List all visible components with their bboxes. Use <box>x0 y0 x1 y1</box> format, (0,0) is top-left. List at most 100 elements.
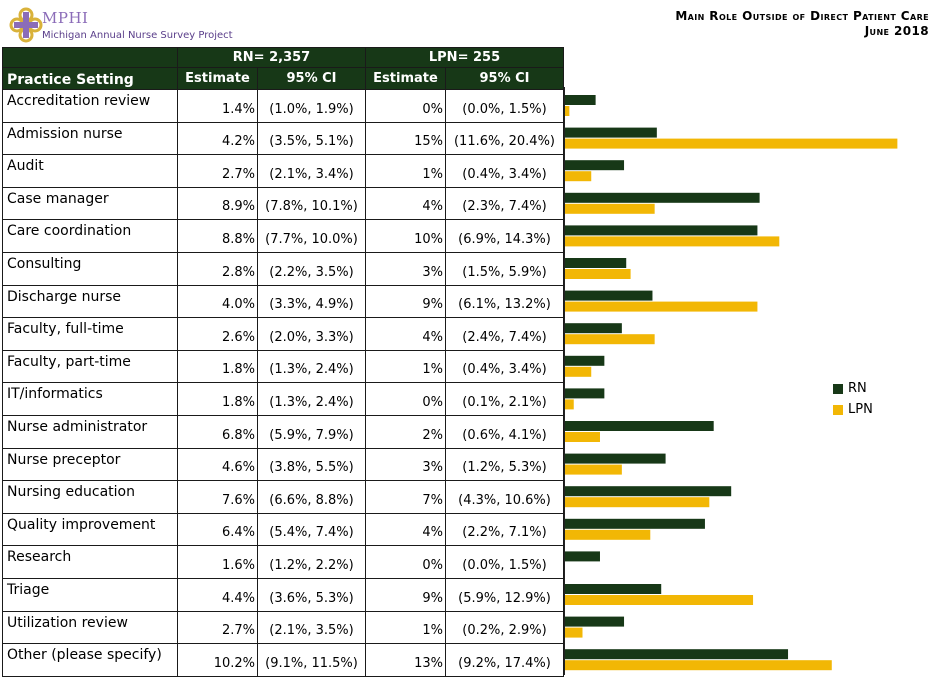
practice-setting-cell: IT/informatics <box>2 382 178 416</box>
bar-rn-6 <box>565 290 653 301</box>
lpn-ci-cell: (0.1%, 2.1%) <box>445 382 564 416</box>
rn-estimate-cell: 8.8% <box>177 219 258 253</box>
bar-rn-12 <box>565 486 732 497</box>
bar-rn-4 <box>565 225 758 236</box>
rn-estimate-cell: 1.4% <box>177 89 258 123</box>
lpn-estimate-cell: 1% <box>365 154 446 188</box>
legend-label-rn: RN <box>848 381 867 396</box>
lpn-ci-cell: (0.6%, 4.1%) <box>445 414 564 449</box>
bar-chart <box>564 87 898 675</box>
rn-estimate-cell: 4.6% <box>177 447 258 482</box>
practice-setting-cell: Triage <box>2 577 178 612</box>
table-row: Care coordination 8.8% (7.7%, 10.0%) 10% (6.… <box>2 219 564 253</box>
table-row: Case manager 8.9% (7.8%, 10.1%) 4% (2.3%, 7.… <box>2 186 564 221</box>
rn-estimate-header: Estimate <box>177 67 258 90</box>
table-row: Triage 4.4% (3.6%, 5.3%) 9% (5.9%, 12.9%) <box>2 577 564 612</box>
bar-rn-7 <box>565 323 622 334</box>
lpn-ci-cell: (6.9%, 14.3%) <box>445 219 564 253</box>
corner-header <box>2 47 178 68</box>
table-row: Research 1.6% (1.2%, 2.2%) 0% (0.0%, 1.5%) <box>2 545 564 579</box>
lpn-ci-cell: (0.0%, 1.5%) <box>445 545 564 579</box>
bar-lpn-17 <box>565 660 832 671</box>
practice-setting-cell: Audit <box>2 154 178 188</box>
table-row: Consulting 2.8% (2.2%, 3.5%) 3% (1.5%, 5.9%) <box>2 251 564 286</box>
bar-lpn-6 <box>565 301 758 312</box>
bar-rn-3 <box>565 192 760 203</box>
practice-setting-header: Practice Setting <box>2 67 178 90</box>
lpn-estimate-cell: 15% <box>365 121 446 156</box>
rn-estimate-cell: 10.2% <box>177 643 258 677</box>
rn-estimate-cell: 4.0% <box>177 284 258 319</box>
lpn-estimate-cell: 0% <box>365 89 446 123</box>
rn-estimate-cell: 7.6% <box>177 480 258 514</box>
lpn-ci-cell: (0.4%, 3.4%) <box>445 349 564 384</box>
report-date: June 2018 <box>864 24 929 38</box>
practice-setting-cell: Case manager <box>2 186 178 221</box>
practice-setting-cell: Nurse administrator <box>2 414 178 449</box>
legend-label-lpn: LPN <box>848 402 873 417</box>
rn-estimate-cell: 2.7% <box>177 610 258 645</box>
bar-lpn-16 <box>565 627 583 638</box>
bar-lpn-12 <box>565 497 710 508</box>
rn-ci-cell: (3.8%, 5.5%) <box>257 447 366 482</box>
bar-rn-15 <box>565 584 662 594</box>
lpn-ci-cell: (0.2%, 2.9%) <box>445 610 564 645</box>
bar-lpn-2 <box>565 171 592 182</box>
bar-rn-2 <box>565 160 625 171</box>
mphi-logo <box>8 6 228 46</box>
report-title: Main Role Outside of Direct Patient Care <box>675 9 929 23</box>
table-row: Nurse administrator 6.8% (5.9%, 7.9%) 2% (0.… <box>2 414 564 449</box>
practice-setting-cell: Nurse preceptor <box>2 447 178 482</box>
bar-lpn-0 <box>565 106 570 116</box>
table-row: Faculty, part-time 1.8% (1.3%, 2.4%) 1% (0.4… <box>2 349 564 384</box>
rn-estimate-cell: 2.6% <box>177 317 258 351</box>
table-row: Utilization review 2.7% (2.1%, 3.5%) 1% (0.2… <box>2 610 564 645</box>
bar-rn-8 <box>565 355 605 366</box>
bar-rn-13 <box>565 518 705 529</box>
rn-ci-cell: (2.2%, 3.5%) <box>257 251 366 286</box>
lpn-ci-cell: (11.6%, 20.4%) <box>445 121 564 156</box>
table-row: Quality improvement 6.4% (5.4%, 7.4%) 4% (2.… <box>2 512 564 547</box>
lpn-estimate-cell: 13% <box>365 643 446 677</box>
practice-setting-cell: Consulting <box>2 251 178 286</box>
rn-estimate-cell: 6.4% <box>177 512 258 547</box>
practice-setting-cell: Admission nurse <box>2 121 178 156</box>
lpn-ci-cell: (2.2%, 7.1%) <box>445 512 564 547</box>
table-row: IT/informatics 1.8% (1.3%, 2.4%) 0% (0.1%, 2… <box>2 382 564 416</box>
lpn-ci-cell: (1.2%, 5.3%) <box>445 447 564 482</box>
rn-ci-cell: (6.6%, 8.8%) <box>257 480 366 514</box>
bar-lpn-9 <box>565 399 574 410</box>
rn-estimate-cell: 2.7% <box>177 154 258 188</box>
rn-ci-cell: (5.9%, 7.9%) <box>257 414 366 449</box>
rn-ci-cell: (9.1%, 11.5%) <box>257 643 366 677</box>
lpn-ci-cell: (2.3%, 7.4%) <box>445 186 564 221</box>
lpn-estimate-cell: 0% <box>365 545 446 579</box>
rn-estimate-cell: 1.8% <box>177 349 258 384</box>
lpn-estimate-cell: 9% <box>365 577 446 612</box>
lpn-estimate-cell: 1% <box>365 349 446 384</box>
data-table: RN= 2,357 LPN= 255 Practice Setting Esti… <box>2 47 564 677</box>
logo-text: MPHI <box>42 9 89 27</box>
bar-rn-14 <box>565 551 600 562</box>
lpn-estimate-cell: 4% <box>365 512 446 547</box>
mphi-logo-icon <box>9 7 43 43</box>
rn-ci-cell: (2.0%, 3.3%) <box>257 317 366 351</box>
lpn-estimate-cell: 3% <box>365 447 446 482</box>
rn-ci-cell: (3.5%, 5.1%) <box>257 121 366 156</box>
practice-setting-cell: Nursing education <box>2 480 178 514</box>
rn-ci-cell: (7.7%, 10.0%) <box>257 219 366 253</box>
bar-lpn-10 <box>565 432 600 442</box>
rn-ci-cell: (2.1%, 3.4%) <box>257 154 366 188</box>
rn-estimate-cell: 8.9% <box>177 186 258 221</box>
lpn-estimate-cell: 4% <box>365 317 446 351</box>
legend-item-rn: RN <box>833 378 873 399</box>
bar-rn-16 <box>565 616 625 627</box>
table-row: Accreditation review 1.4% (1.0%, 1.9%) 0% (0… <box>2 89 564 123</box>
table-row: Faculty, full-time 2.6% (2.0%, 3.3%) 4% (2.4… <box>2 317 564 351</box>
lpn-ci-cell: (4.3%, 10.6%) <box>445 480 564 514</box>
lpn-estimate-header: Estimate <box>365 67 446 90</box>
bar-rn-9 <box>565 388 605 399</box>
practice-setting-cell: Utilization review <box>2 610 178 645</box>
lpn-estimate-cell: 1% <box>365 610 446 645</box>
practice-setting-cell: Research <box>2 545 178 579</box>
